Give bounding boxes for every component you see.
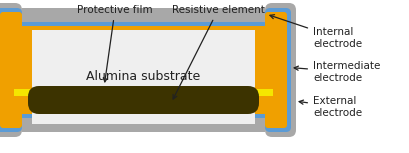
Bar (32, 30, 254, 124)
Bar (32, 88, 254, 97)
FancyBboxPatch shape (264, 3, 295, 137)
Text: Internal
electrode: Internal electrode (269, 15, 361, 49)
Text: Protective film: Protective film (77, 5, 153, 82)
FancyBboxPatch shape (0, 3, 22, 137)
FancyBboxPatch shape (0, 12, 22, 128)
FancyBboxPatch shape (264, 12, 286, 128)
FancyBboxPatch shape (28, 86, 258, 114)
Bar (254, 89, 272, 96)
Bar (22, 22, 264, 118)
FancyBboxPatch shape (0, 8, 22, 132)
Bar (22, 8, 264, 132)
FancyBboxPatch shape (264, 8, 290, 132)
Text: External
electrode: External electrode (299, 96, 361, 118)
Text: Alumina substrate: Alumina substrate (86, 71, 200, 84)
Bar (14, 89, 32, 96)
Bar (22, 26, 264, 114)
Text: Resistive element: Resistive element (171, 5, 264, 99)
Text: Intermediate
electrode: Intermediate electrode (293, 61, 380, 83)
